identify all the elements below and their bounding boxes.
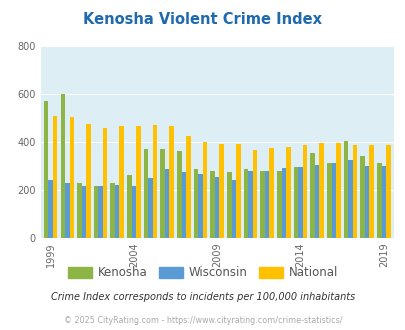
Bar	[281, 168, 286, 238]
Legend: Kenosha, Wisconsin, National: Kenosha, Wisconsin, National	[63, 262, 342, 284]
Bar	[302, 146, 307, 238]
Bar	[347, 160, 352, 238]
Bar	[185, 136, 190, 238]
Bar	[243, 169, 248, 238]
Bar	[77, 182, 81, 238]
Bar	[98, 186, 102, 238]
Bar	[177, 151, 181, 238]
Bar	[131, 186, 136, 238]
Bar	[219, 144, 224, 238]
Bar	[210, 171, 214, 238]
Bar	[364, 166, 369, 238]
Bar	[360, 156, 364, 238]
Bar	[152, 125, 157, 238]
Bar	[198, 174, 202, 238]
Bar	[115, 185, 119, 238]
Bar	[48, 180, 53, 238]
Bar	[164, 169, 169, 238]
Bar	[231, 180, 236, 238]
Bar	[65, 182, 69, 238]
Bar	[214, 177, 219, 238]
Bar	[331, 163, 335, 238]
Bar	[248, 171, 252, 238]
Bar	[94, 186, 98, 238]
Bar	[293, 167, 298, 238]
Bar	[260, 171, 264, 238]
Text: Kenosha Violent Crime Index: Kenosha Violent Crime Index	[83, 12, 322, 26]
Bar	[181, 172, 185, 238]
Bar	[143, 149, 148, 238]
Bar	[381, 166, 385, 238]
Bar	[69, 117, 74, 238]
Bar	[148, 178, 152, 238]
Bar	[119, 126, 124, 238]
Bar	[236, 144, 240, 238]
Bar	[314, 165, 319, 238]
Bar	[53, 115, 57, 238]
Bar	[252, 150, 257, 238]
Bar	[160, 149, 164, 238]
Text: Crime Index corresponds to incidents per 100,000 inhabitants: Crime Index corresponds to incidents per…	[51, 292, 354, 302]
Bar	[369, 146, 373, 238]
Bar	[264, 171, 269, 238]
Bar	[136, 126, 140, 238]
Bar	[60, 94, 65, 238]
Text: © 2025 CityRating.com - https://www.cityrating.com/crime-statistics/: © 2025 CityRating.com - https://www.city…	[64, 315, 341, 325]
Bar	[86, 124, 90, 238]
Bar	[319, 143, 323, 238]
Bar	[102, 127, 107, 238]
Bar	[352, 146, 356, 238]
Bar	[226, 172, 231, 238]
Bar	[385, 146, 390, 238]
Bar	[277, 171, 281, 238]
Bar	[335, 143, 340, 238]
Bar	[310, 153, 314, 238]
Bar	[298, 167, 302, 238]
Bar	[269, 148, 273, 238]
Bar	[376, 163, 381, 238]
Bar	[81, 186, 86, 238]
Bar	[286, 147, 290, 238]
Bar	[193, 169, 198, 238]
Bar	[169, 126, 174, 238]
Bar	[127, 176, 131, 238]
Bar	[44, 101, 48, 238]
Bar	[326, 163, 331, 238]
Bar	[110, 182, 115, 238]
Bar	[202, 142, 207, 238]
Bar	[343, 141, 347, 238]
